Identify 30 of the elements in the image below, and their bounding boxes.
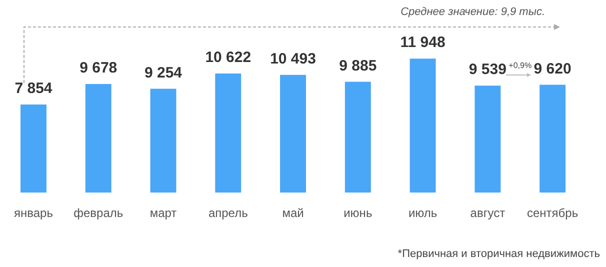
bar	[540, 84, 566, 193]
x-tick-label: август	[470, 206, 506, 220]
x-tick-label: февраль	[74, 206, 124, 220]
data-label: 10 622	[205, 49, 252, 66]
bar	[344, 82, 371, 193]
bar	[150, 88, 176, 193]
bar	[280, 74, 306, 193]
data-label: 7 854	[14, 80, 53, 98]
bar	[215, 73, 242, 193]
text: Среднее значение: 9,9 тыс.	[400, 6, 545, 18]
x-tick-label: сентябрь	[527, 206, 578, 220]
data-label: 9 254	[144, 64, 183, 82]
data-label: 10 493	[270, 50, 316, 68]
x-tick-label: май	[282, 206, 304, 220]
data-label: 9 885	[339, 57, 377, 74]
x-tick-label: июль	[408, 206, 438, 220]
bar	[85, 84, 112, 193]
x-tick-label: июнь	[344, 206, 372, 220]
annotation: +0,9%	[508, 61, 532, 70]
bar	[474, 86, 501, 193]
x-tick-label: март	[150, 206, 178, 220]
data-label: 9 678	[80, 60, 118, 77]
bar	[410, 58, 436, 193]
data-label: 11 948	[400, 34, 446, 52]
text: *Первичная и вторичная недвижимость	[398, 248, 600, 260]
data-label: 9 620	[534, 60, 572, 78]
data-label: 9 539	[468, 61, 506, 78]
x-tick-label: апрель	[208, 206, 248, 220]
bar	[20, 104, 46, 193]
x-tick-label: январь	[14, 206, 53, 220]
